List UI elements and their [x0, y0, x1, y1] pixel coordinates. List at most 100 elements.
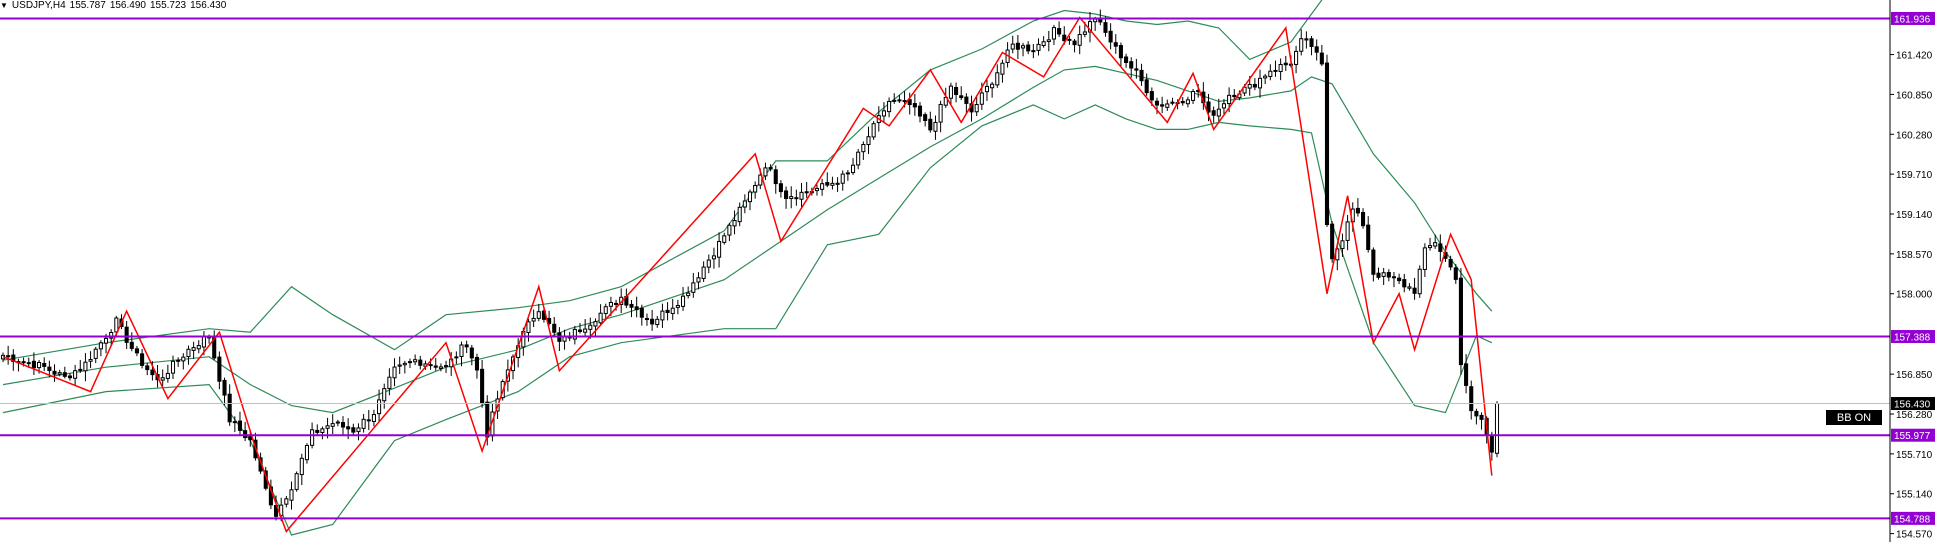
candle-body-down	[351, 427, 356, 433]
candle	[340, 416, 346, 436]
candle-body-down	[1232, 94, 1237, 98]
candle	[469, 344, 474, 366]
candle	[1139, 63, 1144, 86]
candle	[1252, 78, 1257, 91]
candle-body-up	[593, 321, 598, 327]
candle	[232, 416, 237, 433]
candle	[763, 162, 768, 181]
candle	[1319, 45, 1324, 67]
candle-body-down	[42, 362, 47, 367]
candle	[31, 352, 36, 375]
level-price-tag: 154.788	[1894, 514, 1931, 525]
candle	[691, 273, 696, 298]
candle-body-up	[603, 306, 608, 314]
candle-body-down	[315, 429, 320, 433]
candle-body-up	[310, 429, 315, 446]
y-tick-label: 161.420	[1896, 51, 1933, 62]
candle-body-down	[1206, 101, 1211, 113]
candle	[531, 309, 536, 328]
candle	[840, 170, 845, 191]
candle-body-down	[243, 430, 248, 439]
candle-body-up	[361, 418, 366, 429]
candle	[1278, 58, 1283, 81]
candle	[583, 319, 588, 338]
candle-body-down	[1397, 277, 1402, 282]
candle	[1087, 11, 1093, 43]
candle	[675, 299, 680, 315]
candle-body-down	[768, 167, 773, 170]
candle-body-up	[407, 361, 413, 364]
candle-body-down	[78, 368, 83, 371]
candle-body-up	[1422, 247, 1427, 270]
candle	[768, 164, 773, 172]
horizontal-levels[interactable]	[0, 17, 1890, 520]
candle-body-down	[650, 318, 655, 325]
candle-body-up	[711, 255, 716, 260]
candle-body-up	[1036, 43, 1041, 51]
candle-body-up	[191, 347, 196, 351]
candle	[1113, 34, 1118, 54]
candle-body-down	[6, 355, 11, 358]
candle-body-up	[438, 366, 443, 369]
candle	[717, 232, 722, 268]
candle-body-up	[1000, 62, 1005, 75]
candle-body-up	[686, 292, 691, 297]
candle	[1494, 401, 1500, 458]
zigzag-indicator	[2, 16, 1493, 533]
candle	[1067, 36, 1072, 45]
candle	[871, 121, 876, 140]
y-tick-label: 160.280	[1896, 130, 1933, 141]
candle-body-up	[536, 311, 541, 319]
candle-body-down	[124, 326, 129, 343]
candle	[1330, 221, 1335, 263]
candle	[1422, 243, 1427, 277]
candle	[181, 353, 186, 370]
candle	[222, 377, 227, 406]
candle-body-up	[186, 348, 191, 358]
candle-body-down	[907, 99, 912, 106]
candle	[377, 389, 382, 423]
candle	[1124, 53, 1129, 68]
candle-body-up	[459, 344, 464, 358]
candle	[52, 364, 57, 382]
candle	[588, 317, 593, 339]
candle	[1026, 41, 1031, 55]
candle	[1314, 39, 1319, 61]
candle-body-down	[577, 329, 583, 332]
candle-body-up	[737, 206, 742, 223]
candle-body-up	[325, 425, 330, 429]
collapse-triangle-icon[interactable]: ▼	[0, 1, 8, 10]
candle	[299, 453, 304, 486]
candle	[444, 360, 449, 374]
candle	[382, 383, 387, 409]
candle	[670, 298, 675, 320]
candle	[1458, 268, 1463, 375]
candle-body-up	[1185, 99, 1190, 105]
y-tick-label: 155.140	[1896, 490, 1933, 501]
candle	[1469, 380, 1474, 420]
candle-body-up	[1093, 18, 1098, 23]
candle-body-up	[995, 72, 1000, 86]
candle	[907, 92, 912, 115]
candle	[856, 148, 861, 170]
candle-body-up	[1227, 94, 1232, 105]
candle	[330, 414, 335, 435]
candle-body-up	[1263, 75, 1268, 79]
candle	[1371, 247, 1376, 282]
candle-body-down	[1391, 276, 1397, 279]
candle-body-down	[1067, 38, 1072, 41]
candle-body-down	[928, 118, 933, 131]
candle	[335, 419, 340, 427]
candle	[722, 232, 727, 245]
candle	[124, 320, 129, 349]
candle	[954, 82, 959, 103]
candle	[1144, 73, 1149, 96]
candle-body-up	[73, 370, 78, 379]
candle-body-up	[1010, 43, 1015, 50]
candle-body-down	[964, 96, 969, 104]
candle-body-up	[979, 92, 984, 105]
candle-body-down	[474, 356, 479, 371]
y-tick-label: 156.850	[1896, 370, 1933, 381]
